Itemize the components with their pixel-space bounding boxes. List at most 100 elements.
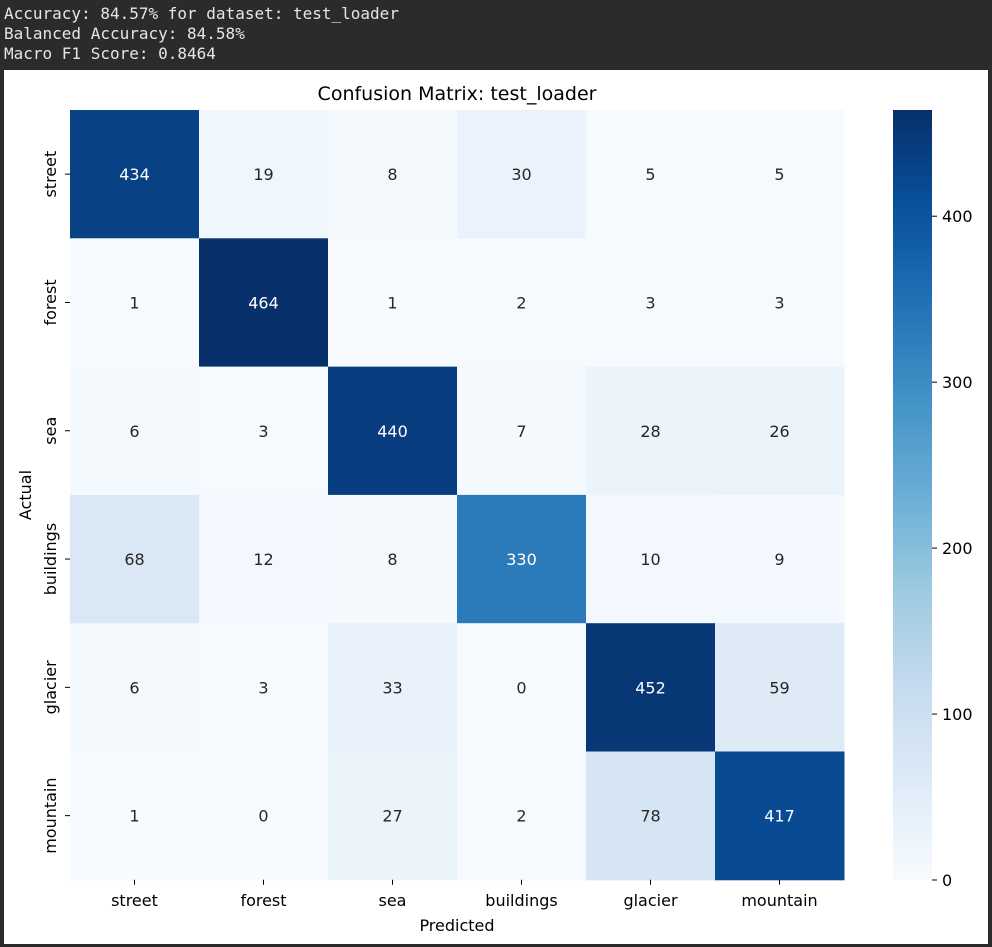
cell-annotation: 2 (516, 293, 526, 312)
heatmap-cell (457, 110, 587, 239)
colorbar-tick-label: 0 (942, 871, 952, 890)
cell-annotation: 5 (645, 165, 655, 184)
x-tick-label: forest (240, 891, 286, 910)
cell-annotation: 464 (248, 293, 279, 312)
heatmap-cell (715, 110, 845, 239)
heatmap-cell (586, 494, 716, 624)
cell-annotation: 2 (516, 807, 526, 826)
heatmap-cell (715, 366, 845, 496)
y-tick-label: sea (41, 417, 60, 445)
cell-annotation: 12 (253, 550, 273, 569)
cell-annotation: 417 (764, 807, 795, 826)
figure-panel: Confusion Matrix: test_loader 434 19 8 30 5 5… (4, 70, 988, 944)
heatmap-cell (199, 238, 329, 368)
cell-annotation: 68 (124, 550, 144, 569)
cell-annotation: 8 (387, 165, 397, 184)
heatmap-cell (457, 623, 587, 752)
y-axis-label: Actual (16, 470, 35, 520)
cell-annotation: 1 (129, 807, 139, 826)
cell-annotation: 78 (640, 807, 660, 826)
cell-annotation: 3 (645, 293, 655, 312)
heatmap-cell (457, 238, 587, 368)
heatmap-cells (70, 110, 845, 881)
heatmap-cell (199, 366, 329, 496)
cell-annotation: 0 (516, 678, 526, 697)
heatmap-cell (328, 494, 458, 624)
heatmap-cell (199, 110, 329, 239)
cell-annotation: 27 (382, 807, 402, 826)
cell-annotation: 434 (119, 165, 150, 184)
heatmap-cell (586, 366, 716, 496)
cell-annotation: 330 (506, 550, 537, 569)
cell-annotation: 33 (382, 678, 402, 697)
cell-annotation: 19 (253, 165, 273, 184)
heatmap-cell (457, 494, 587, 624)
cell-annotation: 30 (511, 165, 531, 184)
cell-annotation: 0 (258, 807, 268, 826)
chart-title: Confusion Matrix: test_loader (318, 83, 597, 105)
heatmap-cell (328, 751, 458, 881)
x-axis-ticks: street forest sea buildings glacier mountain (111, 879, 818, 910)
heatmap-cell (586, 238, 716, 368)
heatmap-cell (199, 623, 329, 752)
cell-annotation: 7 (516, 422, 526, 441)
heatmap-cell (70, 623, 200, 752)
y-tick-label: buildings (41, 523, 60, 595)
heatmap-cell (70, 238, 200, 368)
cell-annotation: 440 (377, 422, 408, 441)
accuracy-line: Accuracy: 84.57% for dataset: test_loade… (4, 4, 399, 23)
heatmap-cell (328, 110, 458, 239)
cell-annotation: 6 (129, 422, 139, 441)
heatmap-cell (586, 110, 716, 239)
heatmap-cell (586, 751, 716, 881)
confusion-matrix-chart: Confusion Matrix: test_loader 434 19 8 30 5 5… (16, 83, 973, 935)
cell-annotation: 1 (387, 293, 397, 312)
x-axis-label: Predicted (419, 916, 494, 935)
heatmap-cell (70, 751, 200, 881)
colorbar-tick-label: 100 (942, 705, 973, 724)
heatmap-cell (457, 751, 587, 881)
cell-annotation: 1 (129, 293, 139, 312)
y-tick-label: street (41, 151, 60, 198)
cell-annotation: 3 (774, 293, 784, 312)
cell-annotation: 28 (640, 422, 660, 441)
heatmap-cell (328, 238, 458, 368)
cell-annotation: 10 (640, 550, 660, 569)
colorbar-tick-label: 400 (942, 207, 973, 226)
cell-annotation: 9 (774, 550, 784, 569)
heatmap-cell (715, 494, 845, 624)
heatmap-cell (199, 751, 329, 881)
cell-annotation: 6 (129, 678, 139, 697)
heatmap-cell (715, 238, 845, 368)
cell-annotation: 452 (635, 678, 666, 697)
cell-annotation: 8 (387, 550, 397, 569)
colorbar-tick-label: 300 (942, 373, 973, 392)
x-tick-label: street (111, 891, 158, 910)
x-tick-label: sea (379, 891, 407, 910)
cell-annotation: 3 (258, 678, 268, 697)
colorbar-ticks: 0 100 200 300 400 (932, 207, 973, 890)
y-tick-label: mountain (41, 777, 60, 853)
x-tick-label: glacier (623, 891, 677, 910)
colorbar (893, 110, 932, 880)
heatmap-cell (70, 110, 200, 239)
cell-annotation: 3 (258, 422, 268, 441)
y-axis-ticks: street forest sea buildings glacier mountain (41, 151, 70, 854)
y-tick-label: glacier (41, 660, 60, 714)
heatmap-cell (199, 494, 329, 624)
heatmap-cell (328, 366, 458, 496)
heatmap-cell (457, 366, 587, 496)
heatmap-cell (70, 494, 200, 624)
balanced-accuracy-line: Balanced Accuracy: 84.58% (4, 24, 245, 43)
heatmap-cell (715, 623, 845, 752)
x-tick-label: buildings (485, 891, 557, 910)
heatmap-cell (70, 366, 200, 496)
console-output: Accuracy: 84.57% for dataset: test_loade… (0, 0, 992, 70)
macro-f1-line: Macro F1 Score: 0.8464 (4, 44, 216, 63)
y-tick-label: forest (41, 279, 60, 325)
cell-annotation: 26 (769, 422, 789, 441)
x-tick-label: mountain (741, 891, 817, 910)
cell-annotation: 5 (774, 165, 784, 184)
cell-annotation: 59 (769, 678, 789, 697)
